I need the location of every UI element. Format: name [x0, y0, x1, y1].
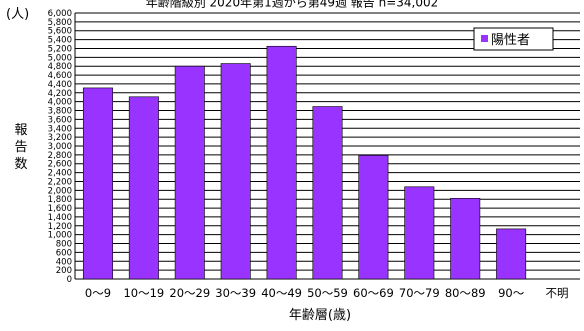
y-tick-label: 4,800 [48, 62, 72, 72]
legend: 陽性者 [473, 27, 554, 51]
y-tick-label: 400 [56, 257, 72, 267]
x-tick-label: 40〜49 [261, 286, 302, 300]
y-tick-label: 3,600 [48, 115, 72, 125]
y-tick-label: 4,600 [48, 71, 72, 81]
y-axis-label: 報告数 [14, 123, 27, 172]
y-tick-label: 6,000 [48, 9, 72, 19]
y-tick-label: 3,200 [48, 133, 72, 143]
y-tick-label: 5,000 [48, 53, 72, 63]
y-tick-label: 4,400 [48, 80, 72, 90]
y-tick-label: 3,800 [48, 107, 72, 117]
bar [496, 228, 527, 280]
x-tick-label: 不明 [546, 286, 569, 300]
x-tick-label: 0〜9 [85, 286, 111, 300]
y-tick-label: 1,200 [48, 222, 72, 232]
y-tick-label: 1,400 [48, 213, 72, 223]
y-tick-label: 1,600 [48, 204, 72, 214]
x-tick-labels: 0〜9 10〜19 20〜29 30〜39 40〜49 50〜59 60〜69 70〜79 80… [85, 286, 569, 300]
y-tick-label: 1,800 [48, 195, 72, 205]
y-unit-label: (人) [6, 7, 29, 22]
x-tick-label: 60〜69 [353, 286, 394, 300]
y-tick-label: 3,000 [48, 142, 72, 152]
y-tick-label: 4,000 [48, 98, 72, 108]
y-tick-label: 600 [56, 248, 72, 258]
y-axis-label-char: 報 [14, 123, 27, 138]
y-tick-label: 1,000 [48, 231, 72, 241]
bars [82, 45, 527, 280]
y-axis-label-char: 告 [14, 140, 27, 155]
x-tick-label: 50〜59 [307, 286, 348, 300]
x-tick-label: 80〜89 [445, 286, 486, 300]
y-tick-label: 5,200 [48, 44, 72, 54]
x-tick-label: 20〜29 [169, 286, 210, 300]
legend-swatch [481, 35, 488, 42]
y-tick-label: 2,200 [48, 177, 72, 187]
y-tick-label: 800 [56, 240, 72, 250]
y-axis-label-char: 数 [14, 157, 27, 172]
y-tick-label: 2,600 [48, 160, 72, 170]
y-tick-label: 2,400 [48, 169, 72, 179]
y-tick-label: 0 [67, 275, 72, 285]
bar [404, 186, 435, 280]
bar [358, 155, 389, 280]
chart-title: 年齢階級別 2020年第1週から第49週 報告 n=34,002 [146, 0, 439, 10]
y-tick-labels: 02004006008001,0001,2001,4001,6001,8002,… [48, 9, 72, 285]
bar [82, 87, 113, 280]
x-tick-label: 90〜 [498, 286, 525, 300]
bar [128, 96, 159, 280]
y-tick-label: 3,400 [48, 124, 72, 134]
bar [266, 45, 297, 280]
y-tick-label: 2,800 [48, 151, 72, 161]
x-tick-label: 70〜79 [399, 286, 440, 300]
y-tick-label: 4,200 [48, 89, 72, 99]
y-tick-label: 5,600 [48, 27, 72, 37]
y-tick-label: 200 [56, 266, 72, 276]
y-tick-label: 2,000 [48, 186, 72, 196]
y-tick-label: 5,800 [48, 18, 72, 28]
bar [220, 63, 251, 280]
x-axis-label: 年齢層(歳) [289, 308, 351, 323]
legend-label: 陽性者 [491, 33, 530, 48]
legend-box [473, 27, 554, 51]
y-tick-label: 5,400 [48, 36, 72, 46]
x-tick-label: 10〜19 [123, 286, 164, 300]
x-tick-label: 30〜39 [215, 286, 256, 300]
bar [450, 198, 481, 280]
bar [174, 65, 205, 280]
bar [312, 106, 343, 280]
